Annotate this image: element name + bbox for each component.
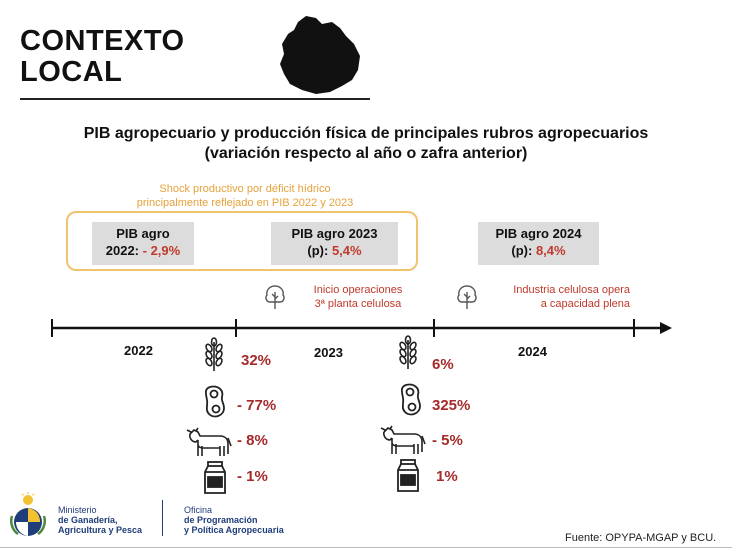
office-name: Oficina de Programación y Política Agrop… <box>184 505 284 535</box>
title-underline <box>20 98 370 100</box>
cow-icon <box>186 427 232 456</box>
year-label-2023: 2023 <box>314 345 343 360</box>
uruguay-map-icon <box>280 16 360 94</box>
timeline-arrow <box>51 319 672 337</box>
heading-line-2: (variación respecto al año o zafra anter… <box>204 145 528 162</box>
chart-heading: PIB agropecuario y producción física de … <box>20 124 712 164</box>
pib-value: - 2,9% <box>142 243 181 258</box>
wheat-icon <box>205 337 223 371</box>
year-label-2024: 2024 <box>518 344 547 359</box>
ministry-line-2: de Ganadería, <box>58 515 118 525</box>
pib-label: PIB agro 2024 <box>495 226 582 241</box>
pib-label-2: (p): <box>511 243 533 258</box>
title-line-2: LOCAL <box>20 56 123 88</box>
pib-value-line: (p): 5,4% <box>271 242 398 259</box>
pib-value-line: 2022: - 2,9% <box>92 242 194 259</box>
soybean-icon <box>400 383 421 416</box>
milk-value-2023: 1% <box>436 468 458 485</box>
pib-value-line: (p): 8,4% <box>478 242 599 259</box>
pib-label: PIB agro <box>116 226 170 241</box>
pib-label: PIB agro 2023 <box>291 226 378 241</box>
cow-icon <box>380 425 426 454</box>
office-line-1: Oficina <box>184 505 213 515</box>
pib-box-2024: PIB agro 2024 (p): 8,4% <box>478 222 599 265</box>
page-title: CONTEXTO LOCAL <box>20 26 185 88</box>
shock-annotation: Shock productivo por déficit hídrico pri… <box>90 182 400 210</box>
pib-box-2022: PIB agro 2022: - 2,9% <box>92 222 194 265</box>
milk-carton-icon <box>397 459 419 492</box>
pib-value: 8,4% <box>535 243 566 258</box>
pib-label-2: 2022: <box>105 243 140 258</box>
wheat-value-2022: 32% <box>241 352 272 369</box>
cow-value-2023: - 5% <box>432 432 463 449</box>
shock-line-1: Shock productivo por déficit hídrico <box>159 183 331 195</box>
milk-carton-icon <box>204 461 226 494</box>
footer-divider <box>162 500 163 536</box>
ministry-name: Ministerio de Ganadería, Agricultura y P… <box>58 505 142 535</box>
heading-line-1: PIB agropecuario y producción física de … <box>83 125 649 142</box>
ministry-line-3: Agricultura y Pesca <box>58 525 143 535</box>
wheat-icon <box>399 335 417 369</box>
ministry-line-1: Ministerio <box>58 505 97 515</box>
tree-icon <box>457 285 477 309</box>
note-line-1: Industria celulosa opera <box>513 284 630 296</box>
source-note: Fuente: OPYPA-MGAP y BCU. <box>565 532 717 544</box>
note-line-2: a capacidad plena <box>540 298 630 310</box>
year-label-2022: 2022 <box>124 343 153 358</box>
note-planta-celulosa: Inicio operaciones 3ª planta celulosa <box>298 283 418 311</box>
pib-label-2: (p): <box>307 243 329 258</box>
soybean-icon <box>204 385 225 418</box>
pib-box-2023: PIB agro 2023 (p): 5,4% <box>271 222 398 265</box>
footer-rule <box>0 547 732 548</box>
ministry-crest-icon <box>10 492 46 536</box>
note-line-2: 3ª planta celulosa <box>314 298 402 310</box>
note-industria-celulosa: Industria celulosa opera a capacidad ple… <box>490 283 630 311</box>
soybean-value-2022: - 77% <box>237 397 277 414</box>
title-line-1: CONTEXTO <box>20 25 185 57</box>
pib-value: 5,4% <box>331 243 362 258</box>
tree-icon <box>265 285 285 309</box>
note-line-1: Inicio operaciones <box>313 284 403 296</box>
cow-value-2022: - 8% <box>237 432 268 449</box>
soybean-value-2023: 325% <box>432 397 471 414</box>
office-line-3: y Política Agropecuaria <box>184 525 284 535</box>
wheat-value-2023: 6% <box>432 356 454 373</box>
office-line-2: de Programación <box>184 515 258 525</box>
milk-value-2022: - 1% <box>237 468 268 485</box>
shock-highlight-box <box>66 211 418 271</box>
shock-line-2: principalmente reflejado en PIB 2022 y 2… <box>136 197 354 209</box>
